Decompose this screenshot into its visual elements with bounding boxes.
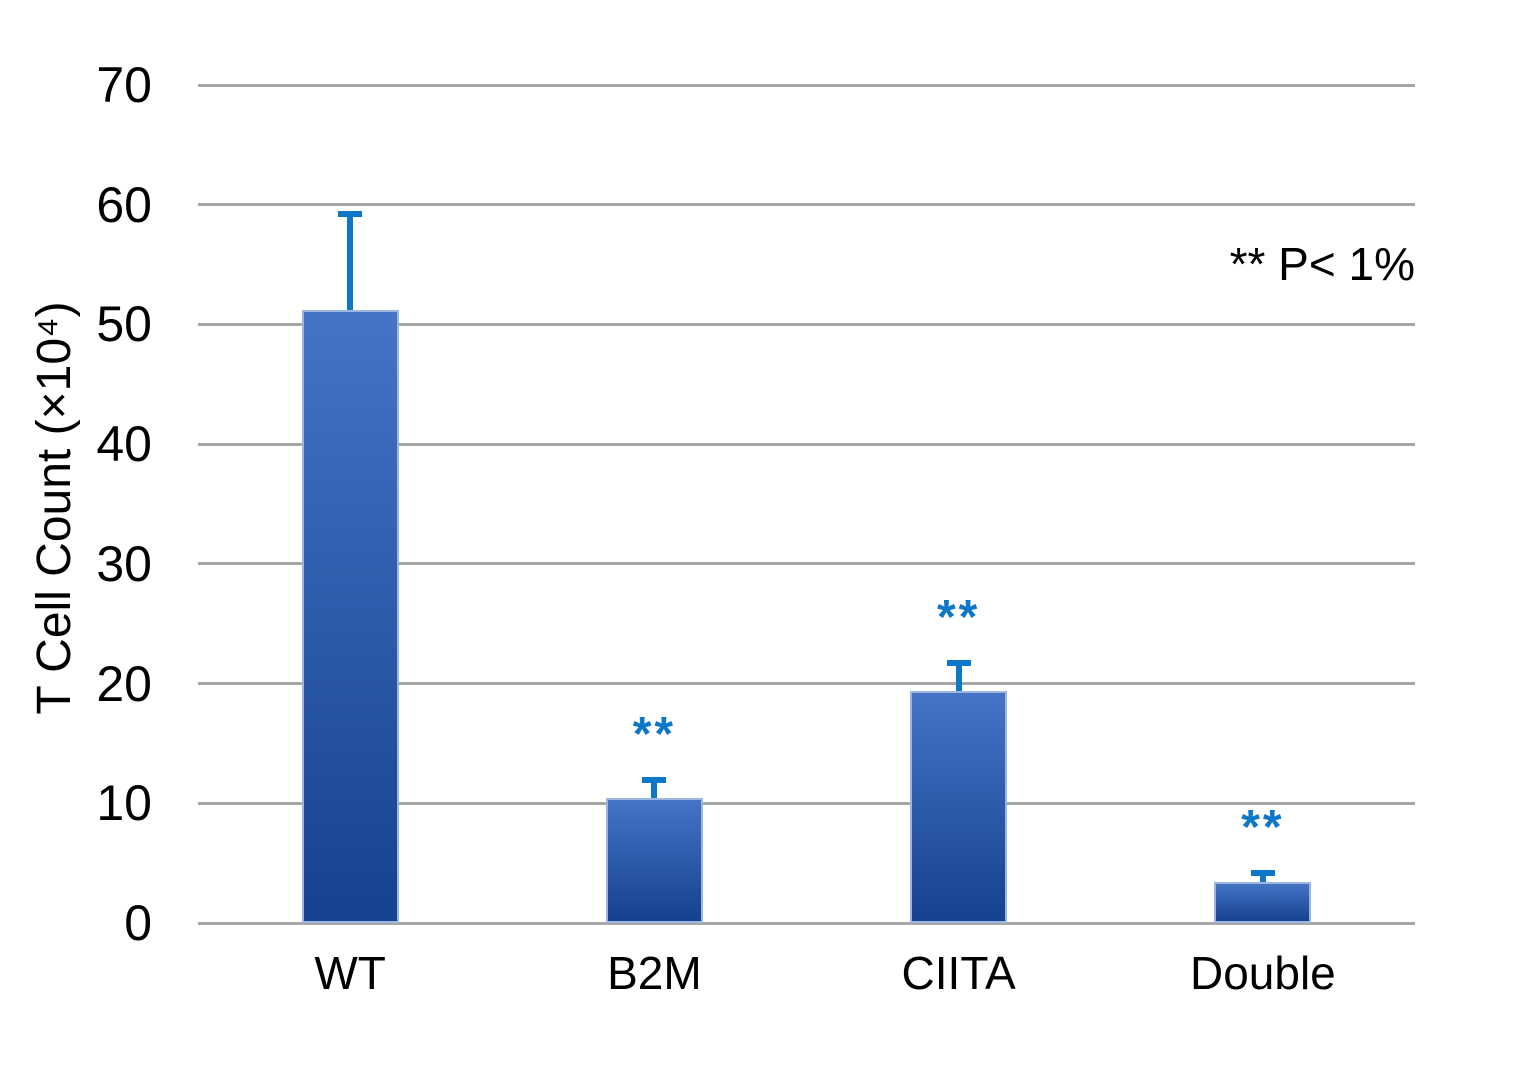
x-label-double: Double: [1189, 947, 1336, 999]
x-label-b2m: B2M: [607, 947, 702, 999]
error-bar-stem-ciita: [955, 664, 962, 691]
y-tick-label-40: 40: [96, 416, 152, 473]
significance-marker-b2m: **: [632, 707, 677, 761]
error-bar-stem-wt: [347, 215, 354, 311]
x-label-ciita: CIITA: [901, 947, 1016, 999]
error-bar-stem-b2m: [651, 781, 658, 799]
significance-note: ** P< 1%: [1229, 238, 1415, 290]
significance-marker-ciita: **: [936, 590, 981, 644]
error-bar-cap-double: [1250, 870, 1275, 877]
y-tick-label-20: 20: [96, 655, 152, 712]
gridline-30: [198, 562, 1415, 566]
significance-marker-double: **: [1241, 801, 1285, 855]
bar-wt: [301, 310, 399, 923]
y-tick-label-60: 60: [96, 176, 152, 233]
error-bar-cap-b2m: [642, 776, 667, 783]
error-bar-cap-wt: [338, 210, 363, 217]
error-bar-cap-ciita: [946, 659, 971, 666]
bar-ciita: [910, 690, 1008, 923]
y-tick-label-30: 30: [96, 535, 152, 592]
y-tick-label-10: 10: [96, 775, 152, 832]
x-label-wt: WT: [314, 947, 386, 999]
y-tick-label-0: 0: [124, 895, 152, 951]
gridline-20: [198, 682, 1415, 686]
error-bar-stem-double: [1259, 875, 1266, 883]
gridline-10: [198, 801, 1415, 805]
gridline-60: [198, 203, 1415, 207]
bar-b2m: [605, 798, 703, 923]
gridline-40: [198, 442, 1415, 446]
gridline-50: [198, 322, 1415, 326]
gridline-0: [198, 921, 1415, 925]
bar-double: [1214, 882, 1312, 923]
y-tick-label-50: 50: [96, 296, 152, 353]
y-tick-label-70: 70: [96, 57, 152, 113]
gridline-70: [198, 83, 1415, 87]
